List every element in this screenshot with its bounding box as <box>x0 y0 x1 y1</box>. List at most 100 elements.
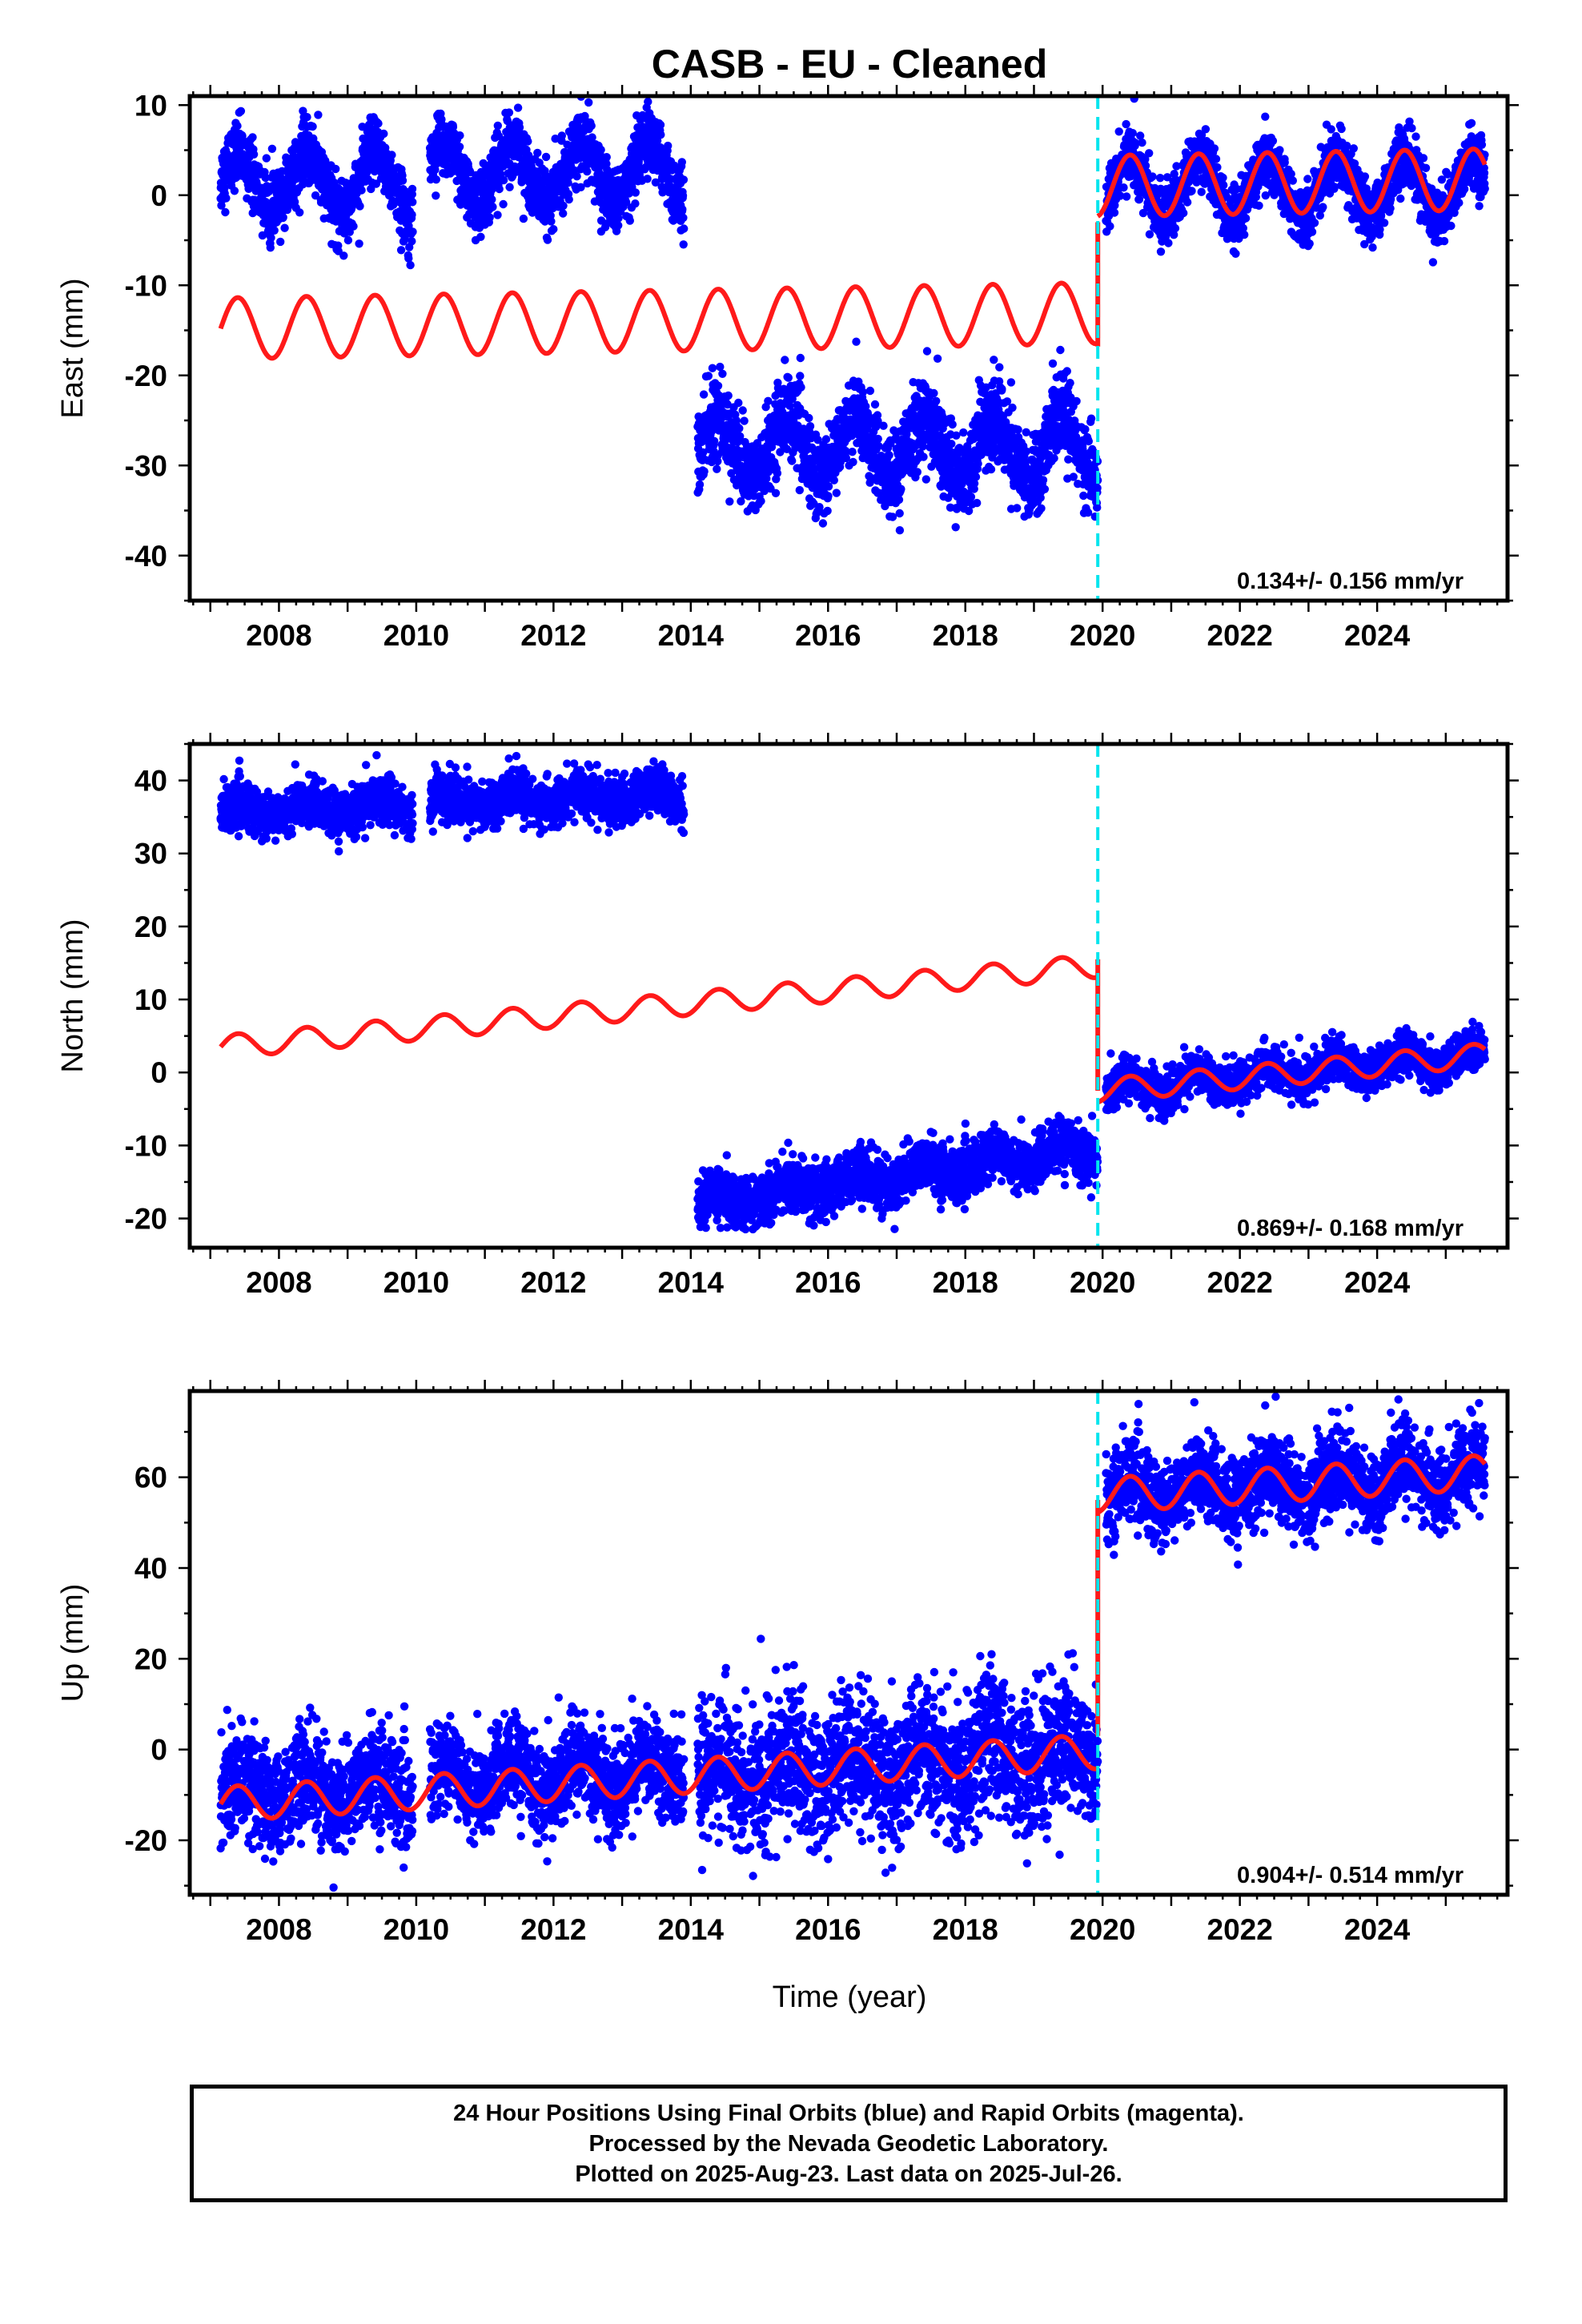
data-point <box>732 416 741 425</box>
data-point <box>919 452 928 461</box>
data-point <box>455 143 464 151</box>
data-point <box>408 210 416 219</box>
data-point <box>848 448 857 456</box>
data-point <box>895 526 905 535</box>
data-point <box>796 353 805 363</box>
data-point <box>278 167 287 175</box>
data-point <box>432 191 440 200</box>
data-point <box>408 198 417 207</box>
data-point <box>1240 230 1249 239</box>
data-point <box>947 440 956 448</box>
data-point <box>343 235 353 245</box>
data-point <box>990 356 998 364</box>
data-point <box>932 396 941 405</box>
data-point <box>998 384 1006 393</box>
data-point <box>1187 187 1196 195</box>
data-point <box>1261 112 1270 121</box>
data-point <box>1219 173 1227 183</box>
data-point <box>1210 144 1219 153</box>
data-point <box>1201 125 1211 134</box>
data-point <box>396 246 406 255</box>
data-point <box>404 254 413 263</box>
data-point <box>873 434 882 444</box>
data-point <box>1081 424 1090 434</box>
data-point <box>971 472 981 481</box>
data-point <box>314 111 323 119</box>
data-point <box>930 388 938 398</box>
data-point <box>308 122 317 131</box>
data-point <box>879 421 888 430</box>
data-point <box>488 203 497 211</box>
data-point <box>584 98 593 107</box>
data-point <box>724 391 733 400</box>
data-point <box>679 213 688 223</box>
data-point <box>704 372 713 380</box>
data-point <box>1086 414 1096 423</box>
data-point <box>796 372 805 380</box>
data-point <box>379 129 388 139</box>
data-point <box>230 187 239 195</box>
data-point <box>718 369 727 378</box>
data-point <box>922 347 932 356</box>
data-point <box>734 398 743 408</box>
data-point <box>788 456 797 465</box>
data-point <box>349 222 358 231</box>
data-point <box>1231 249 1240 258</box>
data-point <box>1050 454 1058 463</box>
data-point <box>499 199 508 209</box>
east-plot-area <box>216 96 1489 535</box>
data-point <box>1211 155 1221 163</box>
east-panel: 2008 2010 2012 2014 2016 2018 2020 2022 2024-40-… <box>56 85 1519 652</box>
data-point <box>374 119 383 128</box>
data-point <box>398 176 408 185</box>
data-point <box>456 131 464 140</box>
data-point <box>1072 396 1081 406</box>
data-point <box>387 151 396 159</box>
data-point <box>795 485 804 495</box>
data-point <box>1268 136 1278 146</box>
data-point <box>708 364 717 372</box>
data-point <box>408 237 416 246</box>
data-point <box>679 240 688 249</box>
data-point <box>1182 198 1192 207</box>
data-point <box>519 214 528 223</box>
data-point <box>543 235 552 244</box>
data-point <box>631 199 640 208</box>
data-point <box>1083 508 1093 517</box>
data-point <box>1006 378 1016 387</box>
data-point <box>895 509 904 518</box>
data-point <box>559 201 568 211</box>
data-point <box>1170 223 1180 233</box>
data-point <box>270 226 279 235</box>
data-point <box>1145 230 1154 239</box>
data-point <box>643 175 652 183</box>
data-point <box>1138 138 1146 147</box>
data-point <box>818 519 828 528</box>
data-point <box>493 211 502 219</box>
data-point <box>299 107 307 115</box>
data-point <box>824 492 833 501</box>
data-point <box>738 406 747 415</box>
data-point <box>557 131 566 140</box>
data-point <box>951 523 960 532</box>
data-point <box>1093 503 1102 512</box>
data-point <box>572 172 581 181</box>
data-point <box>966 493 976 501</box>
data-point <box>1255 201 1263 210</box>
data-point <box>740 416 749 425</box>
data-point <box>829 476 839 485</box>
data-point <box>311 191 320 200</box>
data-point <box>885 451 893 460</box>
data-point <box>656 131 665 139</box>
data-point <box>1013 504 1022 513</box>
data-point <box>276 237 285 247</box>
data-point <box>233 122 242 131</box>
data-point <box>986 464 996 474</box>
data-point <box>913 468 922 476</box>
data-point <box>504 108 514 117</box>
data-point <box>771 489 781 497</box>
data-point <box>1048 359 1058 368</box>
data-point <box>897 485 905 493</box>
data-point <box>217 201 226 210</box>
data-point <box>1037 504 1046 513</box>
